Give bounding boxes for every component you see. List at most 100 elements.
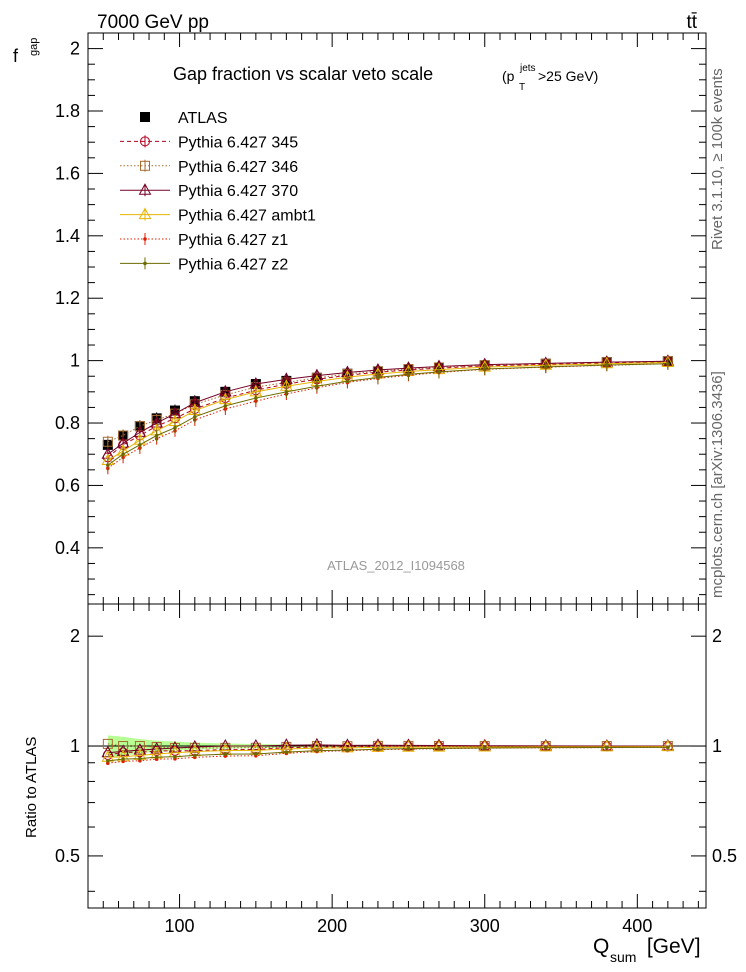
series-line [107, 360, 668, 455]
data-point [345, 379, 350, 384]
ratio-line [107, 746, 668, 762]
ratio-point [432, 740, 446, 752]
y-tick-label: 1 [70, 351, 80, 371]
ratio-point [402, 740, 415, 752]
ratio-point [284, 750, 289, 754]
ratio-y-axis-label: Ratio to ATLAS [23, 737, 40, 838]
ratio-line [107, 745, 668, 756]
ratio-point [437, 746, 441, 751]
ratio-point [478, 739, 492, 752]
legend-entry: Pythia 6.427 ambt1 [120, 207, 316, 225]
legend-marker [140, 160, 150, 171]
ratio-point [223, 752, 228, 756]
x-axis-label: Q [593, 935, 609, 958]
y-tick-label: 0.6 [55, 475, 80, 495]
ratio-y-tick-label-right: 0.5 [712, 846, 737, 866]
y-tick-label: 1.8 [55, 101, 80, 121]
legend-entry: Pythia 6.427 z1 [120, 232, 288, 249]
ratio-point [101, 745, 115, 758]
ratio-point [193, 753, 197, 758]
legend-entry: Pythia 6.427 345 [120, 134, 298, 151]
ratio-line [107, 746, 668, 764]
legend-label: Pythia 6.427 346 [178, 159, 298, 176]
ratio-line [107, 744, 668, 754]
legend-marker [140, 136, 150, 147]
chart-title: Gap fraction vs scalar veto scale [173, 64, 433, 84]
data-point [406, 372, 411, 377]
analysis-label: ATLAS_2012_I1094568 [327, 558, 465, 573]
ratio-point [543, 745, 548, 750]
x-tick-label: 200 [317, 916, 347, 936]
series-4 [101, 355, 675, 467]
ratio-y-tick-label-left: 0.5 [55, 846, 80, 866]
data-point [102, 436, 113, 447]
ratio-point [188, 739, 202, 752]
data-point [154, 433, 159, 438]
ratio-point [600, 739, 614, 752]
y-tick-label: 1.6 [55, 163, 80, 183]
ratio-point [666, 745, 670, 750]
main-series [101, 354, 675, 475]
data-point [106, 463, 110, 467]
x-tick-label: 400 [622, 916, 652, 936]
data-point [138, 443, 142, 447]
ratio-point [106, 759, 110, 763]
ratio-point [315, 748, 319, 753]
legend: ATLAS Pythia 6.427 345 Pythia 6.427 346 Pyt… [120, 110, 316, 273]
ratio-y-tick-label-left: 1 [70, 736, 80, 756]
ratio-line [107, 746, 668, 758]
series-line [107, 363, 668, 466]
chart-title-tail: >25 GeV) [538, 68, 598, 84]
data-point [223, 404, 228, 408]
y-tick-label: 0.4 [55, 538, 80, 558]
series-line [107, 361, 668, 461]
y-tick-label: 1.2 [55, 288, 80, 308]
ratio-series-6 [106, 745, 670, 763]
energy-label: 7000 GeV pp [97, 12, 209, 33]
legend-label: Pythia 6.427 z2 [178, 256, 288, 273]
chart-title-suffix: (p [502, 68, 515, 84]
ratio-point [133, 743, 147, 755]
process-label: tt̄ [686, 12, 697, 33]
data-point [284, 390, 289, 394]
ratio-y-tick-label-right: 2 [712, 626, 722, 646]
ratio-point [605, 745, 609, 750]
data-point [605, 363, 609, 367]
data-point [482, 367, 487, 371]
chart-title-sub: T [519, 82, 525, 93]
data-point [193, 414, 197, 419]
ratio-point [150, 741, 164, 754]
series-1 [102, 355, 673, 464]
ratio-series [101, 737, 675, 766]
legend-entry: Pythia 6.427 346 [120, 159, 298, 176]
y-tick-label: 2 [70, 39, 80, 59]
ratio-point [661, 739, 675, 752]
x-tick-label: 100 [165, 916, 195, 936]
ratio-y-tick-label-left: 2 [70, 626, 80, 646]
series-line [107, 363, 668, 469]
ratio-point [345, 748, 350, 752]
data-point [437, 370, 441, 374]
x-tick-label: 300 [470, 916, 500, 936]
legend-label: Pythia 6.427 345 [178, 134, 298, 151]
data-point [254, 396, 258, 400]
ratio-point [173, 754, 177, 759]
mcplots-label: mcplots.cern.ch [arXiv:1306.3436] [709, 371, 726, 598]
ratio-point [168, 740, 182, 753]
series-6 [106, 357, 670, 472]
ratio-point [482, 746, 487, 750]
series-5 [106, 357, 670, 475]
ratio-y-tick-label-right: 1 [712, 736, 722, 756]
legend-marker [138, 207, 152, 220]
legend-label: Pythia 6.427 z1 [178, 232, 288, 249]
ratio-point [189, 742, 200, 753]
ratio-point [254, 752, 258, 756]
ratio-point [376, 747, 380, 752]
x-axis-label-tail: [GeV] [641, 935, 701, 958]
ratio-point [116, 744, 130, 756]
ratio-point [154, 755, 159, 759]
legend-label: Pythia 6.427 ambt1 [178, 208, 316, 225]
ratio-point [121, 757, 125, 761]
legend-entry: ATLAS [140, 110, 228, 127]
